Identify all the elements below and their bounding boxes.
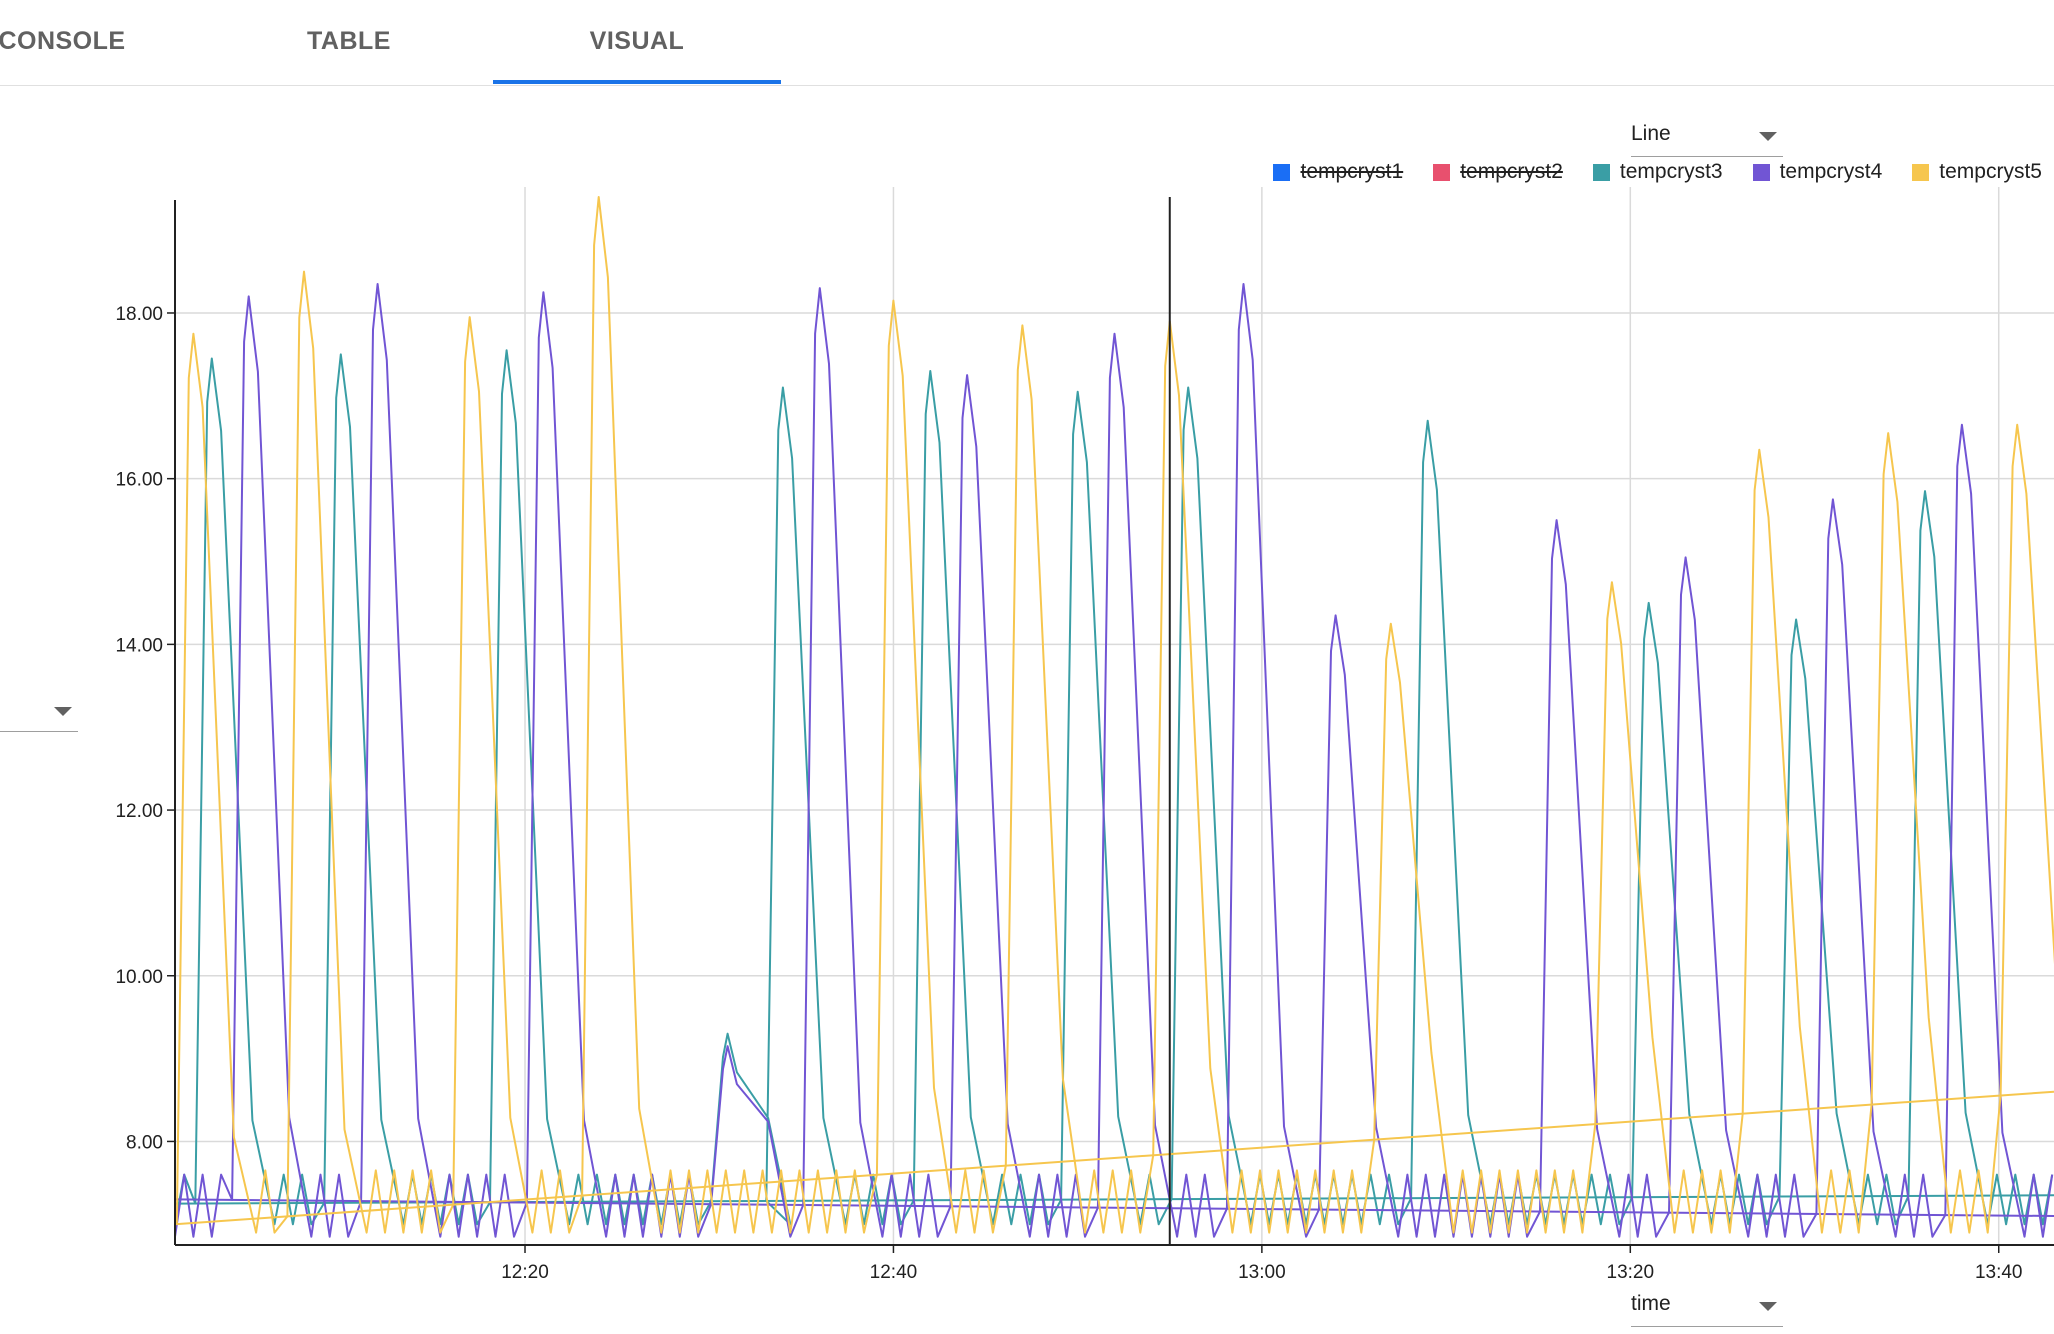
legend-label: tempcryst1	[1300, 160, 1404, 183]
y-tick-label: 14.00	[115, 635, 163, 656]
series-line-tempcryst4	[174, 283, 2054, 1238]
x-tick-label: 13:40	[1975, 1262, 2023, 1280]
chevron-down-icon	[54, 707, 72, 716]
series-line-tempcryst3	[174, 349, 2054, 1226]
x-field-select[interactable]: time	[1631, 1288, 1783, 1327]
x-field-value: time	[1631, 1292, 1671, 1315]
legend-item-tempcryst4[interactable]: tempcryst4	[1752, 160, 1883, 184]
y-tick-label: 12.00	[115, 801, 163, 822]
active-tab-indicator	[493, 80, 781, 84]
tab-console[interactable]: CONSOLE	[0, 27, 126, 55]
series-line-tempcryst5	[175, 196, 2054, 1234]
x-tick-label: 13:20	[1607, 1262, 1655, 1280]
legend-swatch	[1752, 163, 1770, 181]
y-tick-label: 10.00	[115, 967, 163, 988]
y-tick-label: 18.00	[115, 304, 163, 325]
legend-label: tempcryst5	[1939, 160, 2042, 183]
chart-type-select[interactable]: Line	[1631, 118, 1783, 157]
tab-visual[interactable]: VISUAL	[589, 27, 685, 55]
legend-item-tempcryst1[interactable]: tempcryst1	[1273, 160, 1403, 184]
legend-item-tempcryst2[interactable]: tempcryst2	[1433, 160, 1563, 184]
legend-swatch	[1273, 163, 1291, 181]
legend-label: tempcryst3	[1619, 160, 1723, 183]
tab-table[interactable]: TABLE	[307, 27, 391, 55]
y-tick-label: 8.00	[126, 1132, 163, 1153]
chevron-down-icon	[1759, 1302, 1777, 1311]
legend-label: tempcryst2	[1460, 160, 1563, 183]
x-tick-label: 12:40	[870, 1262, 918, 1280]
chevron-down-icon	[1759, 132, 1777, 141]
legend-swatch	[1433, 163, 1451, 181]
chart-legend: tempcryst1 tempcryst2 tempcryst3 tempcryst4…	[1273, 160, 2042, 184]
x-tick-label: 12:20	[501, 1262, 549, 1280]
chart-type-value: Line	[1631, 122, 1671, 145]
trend-line-tempcryst5	[174, 1090, 2054, 1226]
legend-item-tempcryst5[interactable]: tempcryst5	[1912, 160, 2042, 184]
legend-label: tempcryst4	[1779, 160, 1883, 183]
line-chart: 8.00 10.00 12.00 14.00 16.00 18.00 12:20 12:40 1…	[115, 187, 2054, 1280]
y-tick-label: 16.00	[115, 470, 163, 491]
legend-item-tempcryst3[interactable]: tempcryst3	[1592, 160, 1723, 184]
x-tick-label: 13:00	[1238, 1262, 1286, 1280]
legend-swatch	[1912, 163, 1930, 181]
legend-swatch	[1592, 163, 1610, 181]
y-field-select[interactable]	[0, 693, 78, 732]
tab-bar: CONSOLE TABLE VISUAL	[0, 0, 2054, 86]
